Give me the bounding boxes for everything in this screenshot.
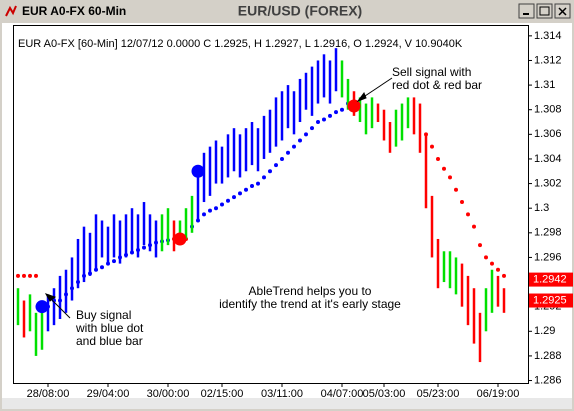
scrollbar[interactable] [2, 398, 572, 409]
trend-dot [460, 200, 464, 205]
chart-title: EUR/USD (FOREX) [238, 3, 362, 19]
x-tick-label: 05/23:00 [417, 388, 460, 400]
y-tick-label: 1.304 [534, 153, 562, 165]
plot-frame [13, 25, 529, 384]
trend-dot [238, 191, 242, 196]
window-title: EUR A0-FX 60-Min [22, 4, 126, 18]
y-tick-label: 1.286 [534, 374, 562, 386]
trend-dot [22, 273, 26, 278]
trend-dot [340, 107, 344, 112]
x-tick-label: 05/03:00 [363, 388, 406, 400]
trend-dot [298, 138, 302, 143]
trend-dot [112, 259, 116, 264]
trend-dot [472, 224, 476, 229]
trend-dot [430, 144, 434, 149]
annotation: Sell signal with [392, 65, 471, 79]
trend-dot [244, 187, 248, 192]
trend-dot [202, 212, 206, 217]
maximize-button[interactable] [536, 3, 553, 19]
price-tag [529, 293, 573, 308]
trend-dot [310, 126, 314, 131]
trend-dot [226, 198, 230, 203]
chart-header: EUR A0-FX [60-Min] 12/07/12 0.0000 C 1.2… [18, 38, 463, 50]
x-tick-label: 03/11:00 [261, 388, 303, 400]
annotation: and blue bar [76, 334, 143, 348]
app-icon [5, 5, 17, 17]
price-tag-label: 1.2942 [533, 273, 567, 285]
x-tick-label: 30/00:00 [147, 388, 190, 400]
y-tick-label: 1.308 [534, 104, 562, 116]
y-tick-label: 1.314 [534, 30, 562, 42]
trend-dot [34, 273, 38, 278]
trend-dot [208, 208, 212, 213]
x-tick-label: 06/19:00 [477, 388, 520, 400]
x-tick-label: 28/08:00 [27, 388, 70, 400]
annotation: Buy signal [76, 308, 131, 322]
y-tick-label: 1.29 [534, 325, 555, 337]
trend-dot [442, 166, 446, 171]
y-tick-label: 1.306 [534, 128, 562, 140]
trend-dot [496, 267, 500, 272]
window-buttons[interactable] [518, 3, 571, 19]
minimize-button[interactable] [518, 3, 535, 19]
signal-dot [347, 99, 361, 113]
trend-dot [316, 120, 320, 125]
trend-dot [268, 169, 272, 174]
y-tick-label: 1.312 [534, 54, 562, 66]
trend-dot [490, 261, 494, 266]
trend-dot [478, 243, 482, 248]
title-bar [2, 2, 572, 22]
annotation: identify the trend at it's early stage [219, 297, 401, 311]
trend-dot [142, 245, 146, 250]
price-tag [529, 272, 573, 287]
y-tick-label: 1.298 [534, 227, 562, 239]
trend-dot [214, 206, 218, 211]
trend-dot [286, 150, 290, 155]
annotation: AbleTrend helps you to [249, 284, 372, 298]
y-tick-label: 1.288 [534, 350, 562, 362]
trend-dot [220, 202, 224, 207]
trend-dot [304, 132, 308, 137]
x-tick-label: 02/15:00 [201, 388, 244, 400]
trend-dot [100, 265, 104, 270]
trend-dot [250, 184, 254, 189]
annotation: with blue dot [75, 321, 144, 335]
trend-dot [28, 273, 32, 278]
trend-dot [484, 255, 488, 260]
trend-dot [16, 273, 20, 278]
trend-dot [292, 144, 296, 149]
x-tick-label: 29/04:00 [87, 388, 130, 400]
trend-dot [280, 156, 284, 161]
trend-dot [262, 175, 266, 180]
annotation: red dot & red bar [392, 78, 482, 92]
trend-dot [466, 212, 470, 217]
signal-dot [173, 232, 187, 246]
trend-dot [232, 195, 236, 200]
trend-dot [448, 175, 452, 180]
trend-dot [502, 273, 506, 278]
price-tag-label: 1.2925 [533, 294, 567, 306]
trend-dot [256, 181, 260, 186]
trend-dot [454, 187, 458, 192]
x-tick-label: 04/07:00 [321, 388, 364, 400]
trend-dot [274, 163, 278, 168]
y-tick-label: 1.296 [534, 251, 562, 263]
annotation-arrows [44, 77, 393, 319]
signal-dot [191, 164, 205, 178]
trend-dot [436, 156, 440, 161]
y-tick-label: 1.3 [534, 202, 549, 214]
signal-dot [35, 300, 49, 314]
trend-dot [334, 110, 338, 115]
trend-dot [322, 117, 326, 122]
trend-dot [328, 113, 332, 118]
trend-dot [130, 250, 134, 255]
y-tick-label: 1.302 [534, 177, 562, 189]
y-tick-label: 1.31 [534, 79, 555, 91]
